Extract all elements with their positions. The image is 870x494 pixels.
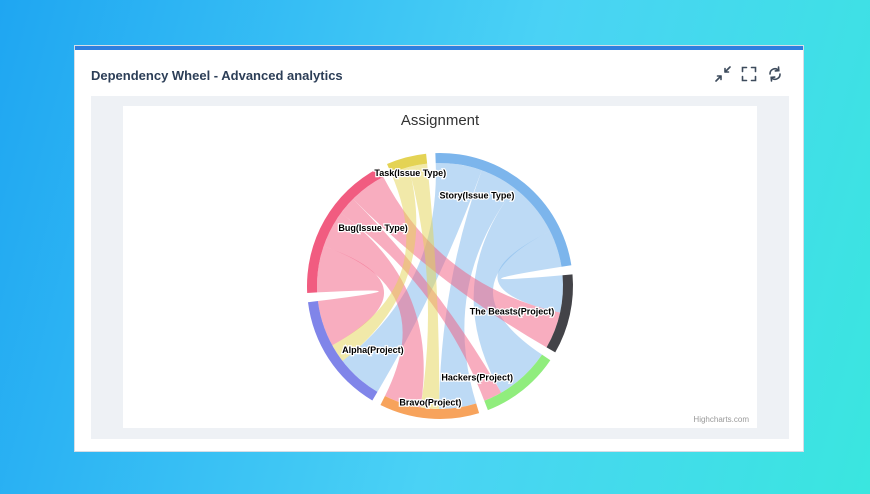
refresh-icon[interactable] bbox=[767, 66, 783, 82]
chart-panel: Assignment Story(Issue Type) The Beasts(P… bbox=[91, 96, 789, 439]
chart-area: Assignment Story(Issue Type) The Beasts(P… bbox=[123, 106, 757, 428]
link-story-to-hackers[interactable] bbox=[473, 188, 551, 393]
widget-toolbar bbox=[715, 66, 783, 82]
node-arc-bug[interactable] bbox=[307, 167, 384, 293]
node-arc-story[interactable] bbox=[435, 153, 572, 267]
link-bug-to-alpha[interactable] bbox=[317, 246, 385, 346]
node-label-bravo: Bravo(Project) bbox=[399, 398, 461, 408]
node-arc-alpha[interactable] bbox=[307, 300, 378, 401]
link-story-to-bravo[interactable] bbox=[439, 170, 515, 409]
link-bug-to-hackers[interactable] bbox=[340, 198, 502, 401]
dependency-wheel-chart: Assignment Story(Issue Type) The Beasts(P… bbox=[307, 112, 573, 419]
node-label-bug: Bug(Issue Type) bbox=[338, 223, 407, 233]
node-label-hackers: Hackers(Project) bbox=[441, 372, 513, 382]
node-arc-bravo[interactable] bbox=[380, 396, 480, 419]
labels-layer: Story(Issue Type) The Beasts(Project) Hack… bbox=[337, 167, 555, 409]
node-label-story: Story(Issue Type) bbox=[440, 191, 515, 201]
collapse-icon[interactable] bbox=[715, 66, 731, 82]
chart-title: Assignment bbox=[401, 112, 480, 129]
node-arc-task[interactable] bbox=[387, 153, 428, 174]
fullscreen-icon[interactable] bbox=[741, 66, 757, 82]
nodes-layer bbox=[307, 153, 573, 419]
node-arc-hackers[interactable] bbox=[484, 354, 551, 411]
chart-credits[interactable]: Highcharts.com bbox=[693, 415, 749, 424]
node-label-beasts: The Beasts(Project) bbox=[470, 306, 555, 316]
dependency-wheel-widget: Dependency Wheel - Advanced analytics bbox=[74, 45, 804, 452]
link-story-to-alpha[interactable] bbox=[342, 163, 482, 392]
link-bug-to-bravo[interactable] bbox=[323, 213, 424, 408]
widget-title: Dependency Wheel - Advanced analytics bbox=[91, 68, 343, 83]
link-task-to-alpha[interactable] bbox=[332, 167, 417, 362]
links-layer bbox=[317, 163, 563, 409]
widget-accent-bar bbox=[75, 46, 803, 50]
node-label-alpha: Alpha(Project) bbox=[342, 345, 404, 355]
node-arc-beasts[interactable] bbox=[546, 274, 573, 353]
link-task-to-bravo[interactable] bbox=[408, 163, 440, 409]
link-story-to-beasts[interactable] bbox=[497, 231, 563, 313]
link-bug-to-beasts[interactable] bbox=[353, 176, 561, 348]
node-label-task: Task(Issue Type) bbox=[374, 168, 446, 178]
